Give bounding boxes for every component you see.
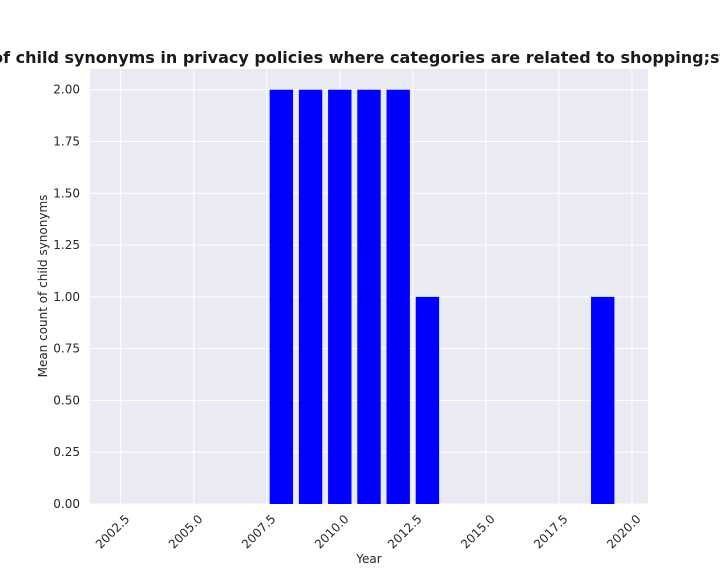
y-tick-label: 0.50 bbox=[53, 393, 80, 407]
y-tick-label: 1.75 bbox=[53, 135, 80, 149]
x-tick-label: 2005.0 bbox=[166, 512, 206, 552]
x-tick-labels: 2002.5 2005.0 2007.5 2010.0 2012.5 2015.0 2017… bbox=[93, 512, 644, 552]
bar bbox=[357, 89, 381, 504]
x-tick-label: 2002.5 bbox=[93, 512, 133, 552]
y-tick-label: 1.25 bbox=[53, 238, 80, 252]
x-axis-label: Year bbox=[355, 552, 381, 566]
y-tick-label: 2.00 bbox=[53, 83, 80, 97]
x-tick-label: 2012.5 bbox=[385, 512, 425, 552]
bar bbox=[269, 89, 294, 504]
x-tick-label: 2017.5 bbox=[531, 512, 571, 552]
bar bbox=[328, 89, 352, 504]
x-tick-label: 2020.0 bbox=[604, 512, 644, 552]
y-tick-label: 0.75 bbox=[53, 342, 80, 356]
x-tick-label: 2010.0 bbox=[312, 512, 352, 552]
y-tick-label: 1.00 bbox=[53, 290, 80, 304]
x-tick-label: 2015.0 bbox=[458, 512, 498, 552]
bar bbox=[386, 89, 410, 504]
bars bbox=[269, 89, 615, 504]
y-tick-label: 0.00 bbox=[53, 497, 80, 511]
bar bbox=[415, 296, 440, 504]
bar bbox=[298, 89, 323, 504]
chart-title: Mean count of child synonyms in privacy … bbox=[0, 48, 720, 67]
y-axis-label: Mean count of child synonyms bbox=[36, 195, 50, 378]
bar bbox=[591, 296, 615, 504]
y-tick-labels: 0.00 0.25 0.50 0.75 1.00 1.25 1.50 1.75 2.00 bbox=[53, 83, 80, 511]
x-tick-label: 2007.5 bbox=[239, 512, 279, 552]
y-tick-label: 1.50 bbox=[53, 186, 80, 200]
y-tick-label: 0.25 bbox=[53, 445, 80, 459]
